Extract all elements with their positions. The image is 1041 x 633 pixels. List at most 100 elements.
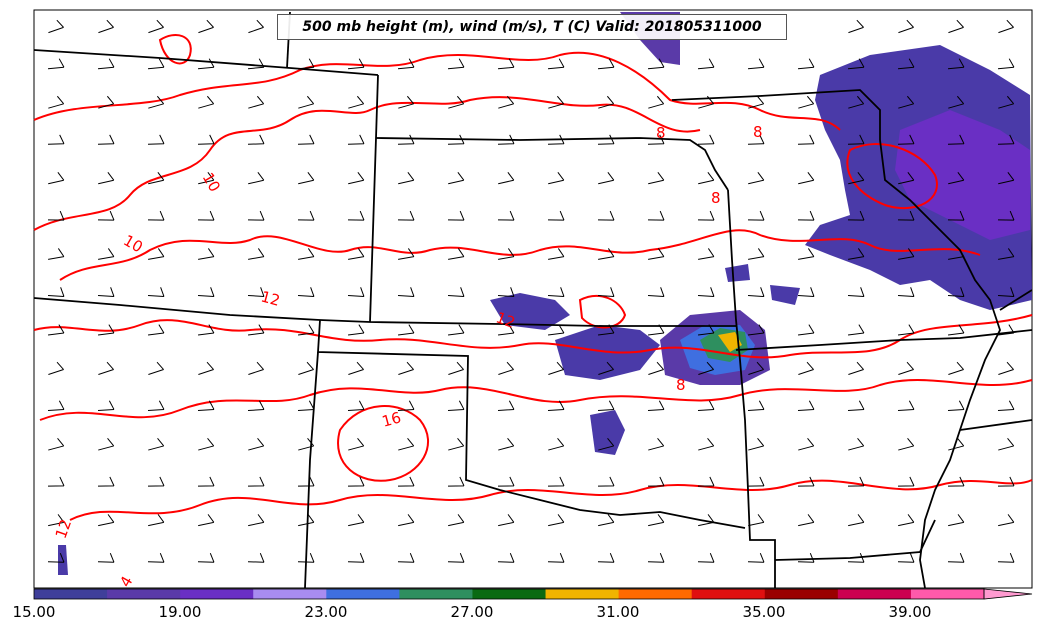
wind-barb: [548, 437, 565, 451]
wind-barb: [497, 210, 515, 221]
wind-barb: [197, 324, 215, 336]
wind-barb: [948, 248, 965, 260]
border-line: [671, 89, 881, 140]
contour-line: [33, 314, 1033, 359]
wind-barb: [497, 134, 515, 145]
wind-barb: [97, 552, 115, 563]
wind-barb: [498, 514, 515, 527]
contour-line: [158, 34, 192, 65]
wind-barb: [147, 400, 165, 412]
wind-barb: [798, 514, 815, 527]
wind-barb: [947, 287, 965, 298]
wind-barb: [848, 437, 865, 451]
wind-barb: [348, 437, 365, 451]
wind-barb: [747, 287, 765, 298]
wind-barb: [747, 476, 765, 487]
colorbar-segment: [399, 589, 473, 599]
wind-barb: [897, 210, 915, 221]
wind-barb: [198, 248, 215, 260]
colorbar-outline: [33, 588, 985, 600]
wind-barb: [97, 324, 115, 336]
wind-barb: [598, 437, 615, 451]
wind-barb: [497, 552, 515, 563]
colorbar-segment: [180, 589, 254, 599]
wind-barb: [447, 476, 465, 487]
wind-barb: [347, 324, 365, 336]
wind-barb: [98, 172, 115, 185]
wind-barbs: [47, 19, 1015, 563]
wind-barb: [548, 248, 565, 260]
wind-barb: [347, 134, 365, 145]
wind-barb: [998, 95, 1015, 109]
wind-barb: [247, 58, 265, 70]
wind-barb: [648, 361, 664, 375]
shade-storm-peak: [718, 332, 742, 352]
wind-barb: [947, 324, 965, 336]
shade-small-2: [725, 264, 750, 282]
wind-barb: [948, 437, 965, 451]
wind-barb: [648, 95, 665, 109]
wind-barb: [697, 324, 715, 336]
wind-barb: [948, 361, 964, 375]
wind-barb: [397, 324, 415, 336]
colorbar-tick-label: 19.00: [158, 603, 202, 621]
wind-barb: [948, 514, 965, 527]
wind-barb: [797, 552, 815, 563]
wind-barb: [147, 210, 165, 221]
wind-barb: [448, 172, 465, 185]
wind-barb: [897, 552, 915, 563]
wind-barb: [698, 361, 714, 375]
wind-barb: [498, 248, 515, 260]
contour-label: 8: [711, 189, 721, 207]
border-line: [304, 351, 319, 589]
wind-barb: [147, 324, 165, 336]
colorbar-segment: [34, 589, 108, 599]
wind-barb: [697, 552, 715, 563]
wind-barb: [147, 58, 165, 70]
wind-barb: [198, 361, 214, 375]
wind-barb: [697, 476, 715, 487]
wind-barb: [648, 172, 665, 185]
wind-barb: [397, 134, 415, 145]
contour-label: 12: [493, 308, 517, 331]
wind-barb: [48, 248, 65, 260]
wind-barb: [497, 287, 515, 298]
wind-barb: [248, 437, 265, 451]
wind-barb: [447, 134, 465, 145]
border-line: [959, 419, 1033, 431]
wind-barb: [148, 514, 165, 527]
wind-barb: [948, 172, 965, 185]
wind-barb: [497, 400, 515, 412]
wind-barb: [348, 95, 365, 109]
wind-barb: [797, 58, 815, 70]
wind-barb: [247, 287, 265, 298]
wind-barb: [797, 324, 815, 336]
wind-barb: [297, 400, 315, 412]
border-line: [317, 319, 746, 529]
wind-barb: [848, 361, 864, 375]
contour-line: [59, 229, 981, 281]
wind-barb: [98, 361, 114, 375]
wind-barb: [597, 287, 615, 298]
wind-barb: [898, 19, 914, 34]
wind-barb: [898, 248, 915, 260]
map-title: 500 mb height (m), wind (m/s), T (C) Val…: [277, 14, 787, 40]
wind-barb: [498, 437, 515, 451]
wind-barb: [247, 210, 265, 221]
wind-barb: [897, 58, 915, 70]
wind-barb: [748, 95, 765, 109]
wind-barb: [147, 476, 165, 487]
wind-barb: [798, 248, 815, 260]
contour-label: 8: [656, 124, 666, 142]
wind-barb: [497, 324, 515, 336]
wind-barb: [398, 437, 415, 451]
shade-small-1: [590, 410, 625, 455]
wind-barb: [247, 476, 265, 487]
wind-barb: [297, 476, 315, 487]
wind-barb: [97, 476, 115, 487]
wind-barb: [548, 172, 565, 185]
wind-barb: [848, 248, 865, 260]
wind-barb: [997, 400, 1015, 412]
wind-barb: [47, 210, 65, 221]
wind-barb: [448, 514, 465, 527]
